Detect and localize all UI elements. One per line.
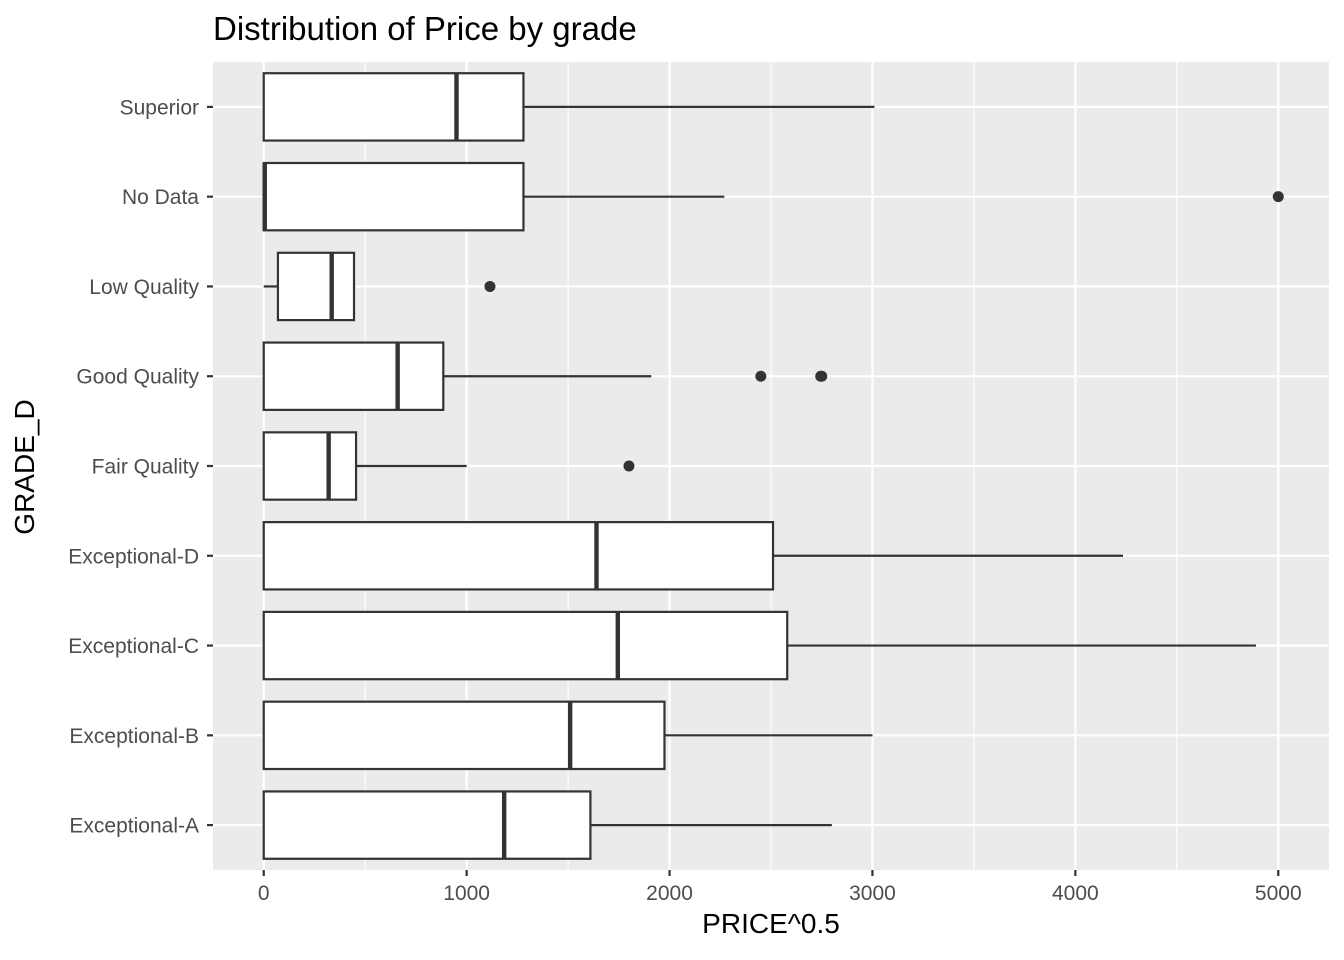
x-tick-label: 0 bbox=[258, 882, 270, 905]
outlier-point bbox=[1272, 191, 1284, 203]
x-axis-title: PRICE^0.5 bbox=[702, 908, 840, 939]
box-good-quality bbox=[262, 341, 828, 411]
y-tick-label: Low Quality bbox=[89, 276, 199, 299]
y-axis-title: GRADE_D bbox=[9, 399, 40, 535]
x-tick-label: 5000 bbox=[1255, 882, 1302, 905]
box-rect bbox=[262, 700, 666, 771]
box-exceptional-d bbox=[262, 521, 1124, 591]
box-low-quality bbox=[263, 251, 496, 322]
box-no-data bbox=[262, 161, 1284, 232]
y-tick-label: Exceptional-D bbox=[68, 545, 199, 568]
x-axis: 0 1000 2000 3000 4000 5000 bbox=[258, 870, 1302, 905]
y-tick-label: Exceptional-B bbox=[69, 725, 199, 748]
box-rect bbox=[262, 790, 592, 860]
box-exceptional-b bbox=[262, 700, 873, 771]
box-exceptional-c bbox=[262, 610, 1256, 681]
outlier-point bbox=[484, 280, 496, 292]
box-rect bbox=[262, 341, 445, 411]
y-tick-label: Exceptional-C bbox=[68, 635, 199, 658]
y-tick-label: Superior bbox=[120, 96, 199, 119]
y-tick-label: No Data bbox=[122, 186, 199, 209]
y-axis: Exceptional-A Exceptional-B Exceptional-C E… bbox=[68, 96, 213, 838]
box-rect bbox=[262, 610, 789, 681]
box-rect bbox=[262, 521, 775, 591]
outlier-point bbox=[755, 370, 767, 382]
box-exceptional-a bbox=[262, 790, 832, 860]
box-rect bbox=[262, 72, 525, 142]
box-fair-quality bbox=[262, 431, 635, 501]
box-layer bbox=[262, 72, 1284, 860]
y-tick-label: Exceptional-A bbox=[69, 815, 199, 838]
y-tick-label: Fair Quality bbox=[92, 456, 200, 479]
x-tick-label: 2000 bbox=[646, 882, 693, 905]
outlier-point bbox=[816, 370, 828, 382]
x-tick-label: 1000 bbox=[443, 882, 490, 905]
box-rect bbox=[276, 251, 356, 322]
box-superior bbox=[262, 72, 875, 142]
chart-title: Distribution of Price by grade bbox=[213, 10, 637, 47]
box-rect bbox=[262, 161, 525, 232]
outlier-point bbox=[623, 460, 635, 472]
y-tick-label: Good Quality bbox=[76, 366, 199, 389]
box-rect bbox=[262, 431, 358, 501]
x-tick-label: 4000 bbox=[1052, 882, 1099, 905]
x-tick-label: 3000 bbox=[849, 882, 896, 905]
